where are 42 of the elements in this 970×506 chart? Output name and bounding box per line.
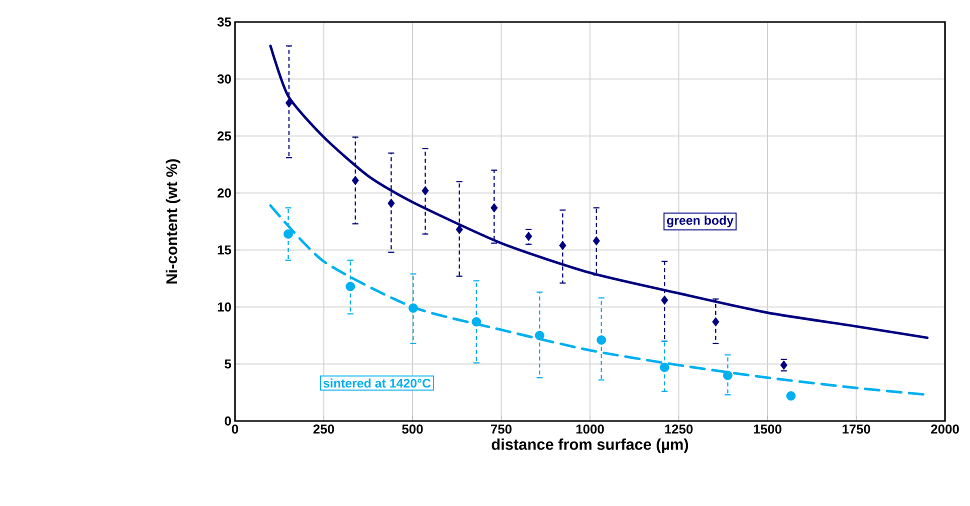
x-tick-label: 2000 bbox=[931, 424, 959, 434]
line-series bbox=[269, 44, 929, 340]
point bbox=[422, 186, 429, 196]
point bbox=[596, 335, 606, 345]
point bbox=[284, 229, 293, 239]
point bbox=[490, 203, 498, 213]
point bbox=[285, 98, 293, 108]
text: sintered at 1420°C bbox=[323, 378, 431, 388]
y-tick-label: 0 bbox=[224, 416, 231, 426]
point bbox=[352, 176, 359, 186]
point bbox=[456, 224, 463, 234]
y-tick-label: 10 bbox=[218, 302, 231, 312]
x-tick-label: 1500 bbox=[754, 424, 782, 434]
point bbox=[534, 330, 544, 340]
text: green body bbox=[667, 216, 734, 228]
y-tick-label: 15 bbox=[218, 245, 232, 255]
point bbox=[525, 232, 532, 242]
y-tick-label: 5 bbox=[224, 359, 232, 369]
point bbox=[408, 303, 418, 313]
x-tick-label: 1000 bbox=[576, 424, 604, 434]
point bbox=[559, 240, 566, 250]
x-axis-title: distance from surface (µm) bbox=[492, 438, 688, 453]
x-tick-label: 1250 bbox=[665, 424, 693, 434]
x-tick-label: 1750 bbox=[842, 424, 870, 434]
y-tick-label: 25 bbox=[218, 131, 232, 141]
point bbox=[786, 391, 796, 401]
x-tick-label: 500 bbox=[402, 424, 423, 434]
point bbox=[712, 317, 720, 327]
y-tick-label: 20 bbox=[218, 188, 231, 198]
x-tick-label: 0 bbox=[232, 424, 238, 434]
point bbox=[660, 362, 670, 372]
y-tick-label: 30 bbox=[217, 74, 231, 84]
y-tick-label: 35 bbox=[217, 17, 232, 27]
point bbox=[592, 236, 600, 246]
x-tick-label: 750 bbox=[491, 424, 512, 434]
point bbox=[346, 282, 356, 292]
x-tick-label: 250 bbox=[313, 424, 334, 434]
y-axis-title: Ni-content (wt %) bbox=[166, 159, 180, 284]
point bbox=[388, 198, 395, 208]
point bbox=[472, 317, 482, 327]
point bbox=[660, 295, 668, 305]
point bbox=[723, 370, 732, 380]
